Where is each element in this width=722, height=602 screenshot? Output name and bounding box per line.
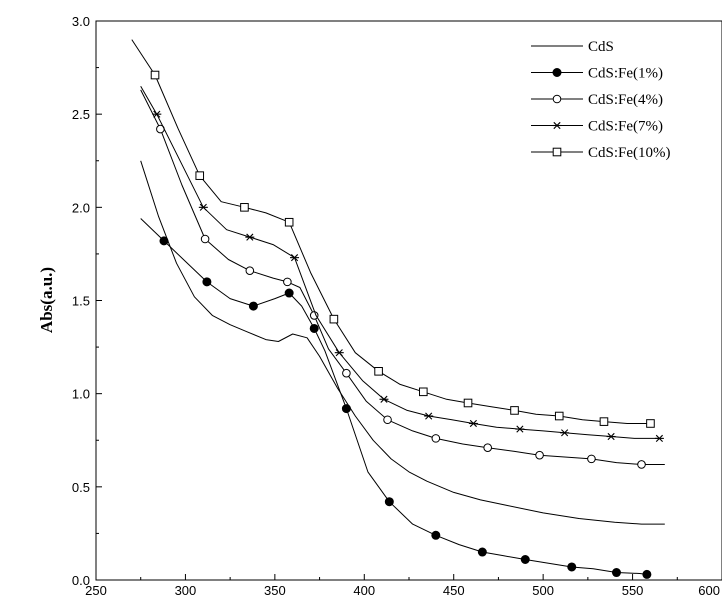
x-tick-label: 350 — [264, 583, 286, 598]
data-point — [419, 387, 428, 397]
data-point — [341, 404, 351, 414]
data-point — [198, 203, 208, 211]
data-point — [642, 569, 652, 579]
data-point — [284, 217, 294, 227]
data-point — [383, 415, 392, 425]
data-point — [152, 110, 162, 118]
y-tick-label: 2.0 — [72, 200, 90, 215]
x-tick-label: 400 — [353, 583, 375, 598]
data-point — [477, 547, 487, 557]
data-point — [646, 419, 655, 428]
data-point — [654, 434, 664, 442]
data-point — [560, 429, 570, 437]
legend-label: CdS — [588, 39, 614, 55]
series-group — [131, 39, 655, 428]
x-tick-label: 300 — [175, 583, 197, 598]
x-axis-ticks: 250 300 350 400 450 500 550 600 — [85, 574, 722, 598]
series-line — [131, 39, 651, 424]
data-point — [309, 311, 319, 320]
data-point — [248, 301, 258, 311]
data-point — [587, 454, 596, 464]
data-point — [611, 568, 621, 578]
series-group — [140, 160, 665, 525]
series-line — [140, 85, 660, 439]
x-tick-label: 450 — [443, 583, 465, 598]
data-point — [195, 171, 205, 180]
legend-label: CdS:Fe(4%) — [588, 92, 663, 108]
y-axis-ticks: 0.0 0.5 1.0 1.5 2.0 2.5 3.0 — [72, 14, 102, 588]
y-tick-label: 1.5 — [72, 294, 90, 309]
y-tick-label: 0.0 — [72, 573, 90, 588]
series-group — [140, 85, 664, 442]
data-point — [329, 314, 339, 324]
data-point — [290, 254, 300, 262]
legend-marker — [552, 147, 562, 157]
series-line — [140, 160, 665, 525]
data-point — [463, 398, 473, 408]
legend-marker — [552, 68, 562, 77]
data-point — [379, 395, 389, 403]
data-point — [342, 368, 351, 378]
data-point — [159, 236, 169, 246]
legend-label: CdS:Fe(7%) — [588, 119, 663, 135]
data-point — [202, 277, 212, 287]
x-tick-label: 600 — [698, 583, 720, 598]
data-point — [637, 460, 646, 469]
series-group — [140, 89, 665, 469]
series-line — [140, 218, 647, 575]
series-layer — [131, 39, 665, 579]
data-point — [284, 288, 294, 298]
legend-label: CdS:Fe(1%) — [588, 66, 663, 82]
x-tick-label: 250 — [85, 583, 107, 598]
data-point — [520, 555, 530, 565]
y-tick-label: 3.0 — [72, 14, 90, 29]
data-point — [468, 419, 478, 428]
data-point — [200, 234, 210, 244]
data-point — [535, 450, 544, 460]
data-point — [424, 412, 434, 420]
data-point — [431, 530, 441, 540]
legend: CdS CdS:Fe(1%) CdS:Fe(4%) CdS:Fe(7%) CdS:Fe(… — [531, 39, 671, 161]
data-point — [309, 323, 319, 333]
data-point — [483, 443, 492, 453]
data-point — [150, 70, 160, 80]
data-point — [554, 411, 564, 421]
y-tick-label: 0.5 — [72, 480, 90, 495]
data-point — [245, 266, 255, 275]
y-axis-title: Abs(a.u.) — [37, 267, 56, 333]
data-point — [515, 425, 525, 433]
data-point — [384, 497, 394, 507]
y-tick-label: 1.0 — [72, 387, 90, 402]
data-point — [431, 434, 441, 443]
series-group — [140, 218, 652, 579]
data-point — [334, 349, 344, 357]
data-point — [374, 367, 383, 376]
data-point — [240, 203, 249, 212]
legend-marker — [552, 94, 562, 104]
data-point — [283, 277, 292, 287]
x-tick-label: 550 — [622, 583, 644, 598]
data-point — [567, 562, 577, 572]
data-point — [599, 417, 609, 426]
y-tick-label: 2.5 — [72, 107, 90, 122]
data-point — [510, 406, 519, 415]
data-point — [245, 233, 255, 241]
x-tick-label: 500 — [532, 583, 554, 598]
legend-label: CdS:Fe(10%) — [588, 145, 671, 161]
legend-marker — [552, 121, 562, 130]
data-point — [606, 432, 616, 441]
series-line — [140, 89, 665, 465]
